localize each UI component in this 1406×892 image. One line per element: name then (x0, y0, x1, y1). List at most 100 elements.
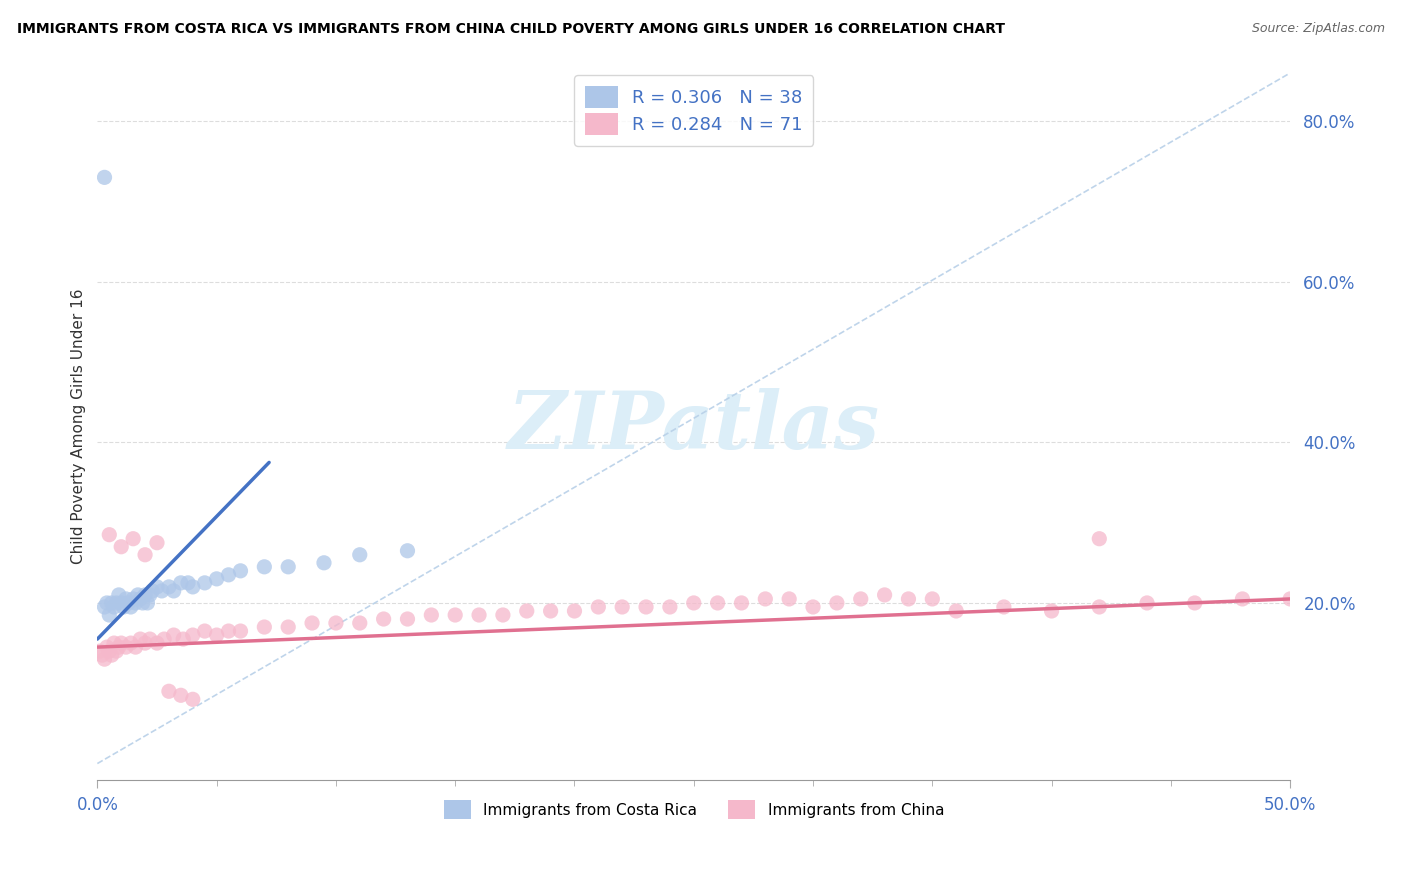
Point (658, 599, 681, 614)
Point (146, 580, 169, 594)
Point (110, 540, 132, 554)
Point (122, 532, 145, 546)
Point (163, 583, 186, 598)
Point (112, 599, 135, 614)
Point (612, 599, 634, 614)
Point (801, 599, 824, 614)
Point (1184, 596, 1206, 610)
Point (150, 583, 173, 598)
Point (754, 591, 776, 606)
Point (945, 604, 967, 618)
Point (146, 535, 169, 549)
Point (1232, 591, 1254, 606)
Point (98, 644, 121, 658)
Point (634, 599, 657, 614)
Point (122, 591, 145, 606)
Point (108, 588, 131, 602)
Point (136, 596, 159, 610)
Point (1136, 596, 1159, 610)
Point (117, 596, 139, 610)
Point (492, 607, 515, 622)
Point (163, 628, 186, 642)
Point (134, 636, 156, 650)
Point (139, 632, 162, 646)
Point (98, 607, 121, 622)
Point (253, 559, 276, 574)
Point (170, 575, 193, 590)
Point (277, 620, 299, 634)
Point (396, 612, 419, 626)
Point (181, 580, 204, 594)
Point (706, 596, 728, 610)
Point (349, 548, 371, 562)
Point (115, 591, 138, 606)
Point (229, 624, 252, 638)
Point (177, 575, 200, 590)
Point (229, 564, 252, 578)
Y-axis label: Child Poverty Among Girls Under 16: Child Poverty Among Girls Under 16 (72, 288, 86, 564)
Point (129, 632, 152, 646)
Point (1279, 591, 1302, 606)
Point (205, 572, 228, 586)
Point (1040, 604, 1063, 618)
Point (115, 640, 138, 654)
Point (444, 607, 467, 622)
Point (96, 640, 118, 654)
Point (98, 527, 121, 541)
Point (134, 548, 156, 562)
Point (96, 596, 118, 610)
Point (873, 588, 896, 602)
Point (205, 628, 228, 642)
Point (124, 640, 146, 654)
Point (588, 599, 610, 614)
Point (129, 591, 152, 606)
Point (253, 620, 276, 634)
Point (897, 591, 920, 606)
Point (778, 591, 800, 606)
Point (93, 599, 115, 614)
Point (194, 624, 217, 638)
Point (730, 596, 752, 610)
Point (141, 583, 163, 598)
Text: IMMIGRANTS FROM COSTA RICA VS IMMIGRANTS FROM CHINA CHILD POVERTY AMONG GIRLS UN: IMMIGRANTS FROM COSTA RICA VS IMMIGRANTS… (17, 22, 1005, 37)
Legend: Immigrants from Costa Rica, Immigrants from China: Immigrants from Costa Rica, Immigrants f… (437, 794, 950, 825)
Point (825, 596, 848, 610)
Point (993, 599, 1015, 614)
Point (103, 599, 125, 614)
Point (218, 624, 240, 638)
Point (157, 580, 180, 594)
Point (172, 632, 194, 646)
Point (157, 684, 180, 698)
Point (120, 599, 142, 614)
Point (124, 596, 146, 610)
Point (194, 575, 217, 590)
Point (108, 640, 131, 654)
Text: ZIPatlas: ZIPatlas (508, 387, 880, 465)
Point (91, 648, 114, 662)
Point (921, 591, 943, 606)
Point (468, 607, 491, 622)
Point (120, 636, 142, 650)
Point (849, 591, 872, 606)
Point (312, 556, 335, 570)
Point (134, 588, 156, 602)
Point (153, 632, 176, 646)
Point (89, 644, 111, 658)
Point (105, 596, 128, 610)
Point (516, 604, 538, 618)
Point (373, 612, 395, 626)
Point (93, 652, 115, 666)
Point (110, 596, 132, 610)
Point (1088, 532, 1111, 546)
Point (540, 604, 562, 618)
Point (139, 588, 162, 602)
Point (110, 636, 132, 650)
Point (181, 692, 204, 706)
Point (564, 604, 586, 618)
Point (277, 559, 299, 574)
Point (105, 644, 128, 658)
Point (420, 607, 443, 622)
Point (682, 596, 704, 610)
Point (131, 596, 153, 610)
Point (170, 688, 193, 702)
